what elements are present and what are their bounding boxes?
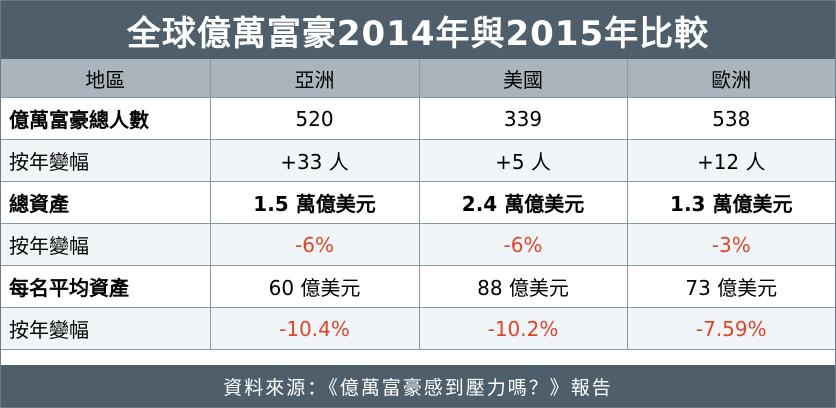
- source-note: 資料來源：《億萬富豪感到壓力嗎？》報告: [1, 365, 835, 407]
- table-cell: -10.2%: [419, 307, 628, 350]
- table-cell: -6%: [419, 223, 628, 266]
- table-cell: -10.4%: [210, 307, 420, 350]
- table-row: 按年變幅 -10.4% -10.2% -7.59%: [1, 307, 835, 350]
- table-cell: +5 人: [419, 139, 628, 182]
- table-cell: 339: [419, 97, 628, 140]
- table-row: 總資產 1.5 萬億美元 2.4 萬億美元 1.3 萬億美元: [1, 181, 835, 224]
- table-row: 每名平均資產 60 億美元 88 億美元 73 億美元: [1, 265, 835, 308]
- row-label: 總資產: [1, 181, 211, 224]
- header-row: 地區 亞洲 美國 歐洲: [1, 59, 835, 98]
- column-header-asia: 亞洲: [210, 59, 420, 98]
- table-row: 億萬富豪總人數 520 339 538: [1, 97, 835, 140]
- row-label: 按年變幅: [1, 139, 211, 182]
- table-cell: -7.59%: [627, 307, 835, 350]
- table-cell: +12 人: [627, 139, 835, 182]
- comparison-table: 地區 亞洲 美國 歐洲 億萬富豪總人數 520 339 538 按年變幅 +33…: [1, 59, 835, 350]
- table-cell: 538: [627, 97, 835, 140]
- row-label: 每名平均資產: [1, 265, 211, 308]
- table-cell: -3%: [627, 223, 835, 266]
- row-label: 按年變幅: [1, 223, 211, 266]
- column-header-europe: 歐洲: [627, 59, 835, 98]
- table-cell: 73 億美元: [627, 265, 835, 308]
- table-cell: -6%: [210, 223, 420, 266]
- table-cell: 2.4 萬億美元: [419, 181, 628, 224]
- table-cell: 88 億美元: [419, 265, 628, 308]
- column-header-region: 地區: [1, 59, 211, 98]
- row-label: 按年變幅: [1, 307, 211, 350]
- table-row: 按年變幅 +33 人 +5 人 +12 人: [1, 139, 835, 182]
- row-label: 億萬富豪總人數: [1, 97, 211, 140]
- table-cell: 1.5 萬億美元: [210, 181, 420, 224]
- table-cell: 1.3 萬億美元: [627, 181, 835, 224]
- column-header-usa: 美國: [419, 59, 628, 98]
- table-row: 按年變幅 -6% -6% -3%: [1, 223, 835, 266]
- table-cell: +33 人: [210, 139, 420, 182]
- table-cell: 520: [210, 97, 420, 140]
- table-title: 全球億萬富豪2014年與2015年比較: [1, 1, 835, 59]
- table-cell: 60 億美元: [210, 265, 420, 308]
